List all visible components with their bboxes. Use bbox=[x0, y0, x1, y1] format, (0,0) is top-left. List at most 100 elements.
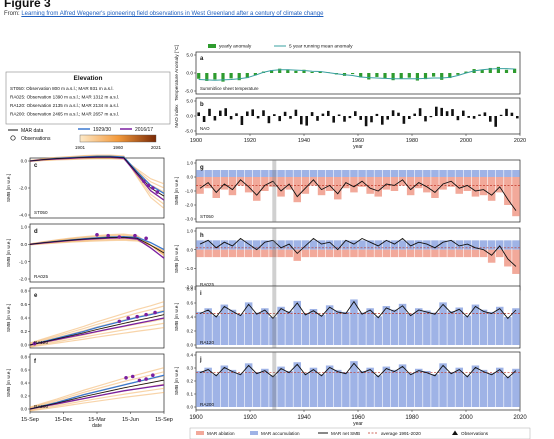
accumulation-bar bbox=[293, 362, 301, 407]
observation-point bbox=[117, 235, 122, 239]
observation-point bbox=[95, 233, 99, 237]
x-tick-label: 1980 bbox=[405, 415, 419, 421]
model-year-line bbox=[29, 305, 165, 345]
accumulation-bar bbox=[431, 312, 439, 345]
source-article-link[interactable]: Learning from Alfred Wegener's pioneerin… bbox=[21, 11, 324, 17]
net-smb-line bbox=[199, 362, 517, 379]
panel-g-smb-ST050: g ST050 1.0 0.0 -1.0 -2.0 -3.0 SMB [m w.e.] bbox=[174, 159, 521, 223]
plot-frame bbox=[195, 159, 521, 223]
nao-bar bbox=[354, 111, 357, 116]
elevation-line: ST050: Observation 800 m a.s.l.; MAR 931… bbox=[10, 86, 114, 91]
temperature-bar bbox=[245, 73, 249, 79]
nao-bar bbox=[267, 116, 271, 124]
panel-annotation: NAO bbox=[200, 126, 210, 131]
ablation-bar bbox=[504, 177, 512, 205]
series-line bbox=[29, 314, 165, 346]
plot-frame bbox=[195, 97, 521, 135]
accumulation-bar bbox=[244, 240, 253, 250]
nao-bar bbox=[251, 109, 254, 116]
y-tick-label: 5.0 bbox=[186, 53, 193, 59]
observation-point bbox=[151, 186, 155, 190]
ablation-bar bbox=[431, 177, 439, 198]
ablation-bar bbox=[325, 249, 334, 258]
observation-point bbox=[137, 378, 142, 383]
nao-bar bbox=[375, 113, 379, 116]
ablation-bar bbox=[350, 249, 358, 258]
accumulation-bar bbox=[398, 170, 407, 177]
nao-bar bbox=[256, 116, 260, 119]
y-tick-label: 0.8 bbox=[21, 289, 28, 294]
station-label: RA025 bbox=[34, 274, 48, 279]
y-tick-label: 0.0 bbox=[21, 407, 28, 412]
accumulation-bar bbox=[253, 170, 261, 177]
nao-bar bbox=[305, 116, 308, 126]
accumulation-bar bbox=[479, 170, 488, 177]
accumulation-bar bbox=[390, 240, 399, 250]
observation-point bbox=[117, 319, 122, 324]
ablation-bar bbox=[374, 249, 382, 258]
plot-frame bbox=[29, 157, 165, 219]
ablation-bar bbox=[415, 249, 423, 258]
x-tick-label: 1900 bbox=[189, 415, 203, 421]
series-line bbox=[29, 374, 165, 410]
x-axis-label: date bbox=[92, 423, 102, 429]
panel-e-seasonal-RA120: e RA120 0.8 0.6 0.4 0.2 0.0 SMB [m w.e.] bbox=[6, 287, 165, 349]
nao-bar bbox=[213, 116, 217, 121]
panel-j-smb-RA200: j RA200 0.4 0.3 0.2 0.1 0.0 SMB [m w.e.] 1900 192… bbox=[174, 351, 527, 427]
ablation-bar bbox=[406, 249, 415, 258]
panel-letter: d bbox=[34, 229, 38, 235]
legend-accumulation-swatch bbox=[250, 431, 258, 435]
plot-frame bbox=[29, 353, 165, 413]
accumulation-bar bbox=[487, 170, 496, 177]
y-tick-label: 0.0 bbox=[187, 343, 194, 348]
ablation-bar bbox=[342, 249, 350, 258]
model-year-line bbox=[29, 326, 165, 348]
y-axis-label: SMB [m w.e.] bbox=[174, 367, 180, 395]
ablation-bar bbox=[285, 249, 293, 258]
series-line bbox=[29, 310, 165, 346]
accumulation-bar bbox=[220, 240, 229, 250]
ablation-bar bbox=[463, 249, 472, 258]
ablation-bar bbox=[390, 249, 399, 258]
observation-point bbox=[135, 314, 139, 319]
ablation-bar bbox=[390, 177, 399, 191]
elevation-line: RA120: Observation 2135 m a.s.l.; MAR 21… bbox=[10, 103, 119, 108]
x-tick-label: 1980 bbox=[406, 138, 418, 144]
accumulation-bar bbox=[431, 374, 439, 407]
y-tick-label: 0.8 bbox=[21, 355, 28, 360]
legend-net-label: MAR net SMB bbox=[331, 431, 360, 436]
accumulation-bar bbox=[487, 373, 496, 407]
panel-annotation: Summit/ice sheet temperature bbox=[200, 86, 259, 91]
accumulation-bar bbox=[293, 300, 301, 345]
ablation-bar bbox=[496, 249, 504, 258]
nao-bar bbox=[289, 116, 292, 119]
panel-letter: a bbox=[200, 56, 204, 62]
net-smb-line bbox=[199, 179, 517, 211]
y-tick-label: 5.0 bbox=[186, 99, 193, 105]
wegener-year-band bbox=[272, 160, 277, 222]
ablation-bar bbox=[496, 177, 504, 193]
y-axis-label: SMB [m w.e.] bbox=[6, 239, 12, 267]
y-tick-label: 0.2 bbox=[21, 394, 28, 399]
accumulation-bar bbox=[309, 367, 318, 407]
ablation-bar bbox=[204, 249, 212, 258]
figure-title: Figure 3 bbox=[4, 0, 51, 10]
accumulation-bar bbox=[504, 376, 512, 407]
bottom-legend: MAR ablation MAR accumulation MAR net SMB a… bbox=[189, 427, 531, 439]
panel-letter: b bbox=[200, 102, 204, 108]
temperature-bar bbox=[432, 73, 436, 77]
accumulation-bar bbox=[236, 373, 245, 407]
accumulation-bar bbox=[204, 308, 212, 345]
nao-bar bbox=[337, 114, 341, 116]
y-tick-label: 0.0 bbox=[21, 159, 28, 164]
accumulation-bar bbox=[406, 373, 415, 407]
ablation-bar bbox=[487, 249, 496, 263]
legend-period2-label: 2016/17 bbox=[135, 127, 153, 133]
accumulation-bar bbox=[463, 315, 472, 345]
nao-bar bbox=[332, 116, 335, 123]
panel-a-temperature: a 5.0 0.0 -5.0 Temperature Anomaly [°C] yearl… bbox=[174, 44, 521, 101]
ablation-bar bbox=[236, 249, 245, 258]
panel-b-nao: b 5.0 0.0 -5.0 NAO index NAO 1900 1920 1940 1960 1… bbox=[174, 97, 526, 150]
model-year-line bbox=[29, 387, 165, 411]
accumulation-bar bbox=[447, 372, 455, 407]
